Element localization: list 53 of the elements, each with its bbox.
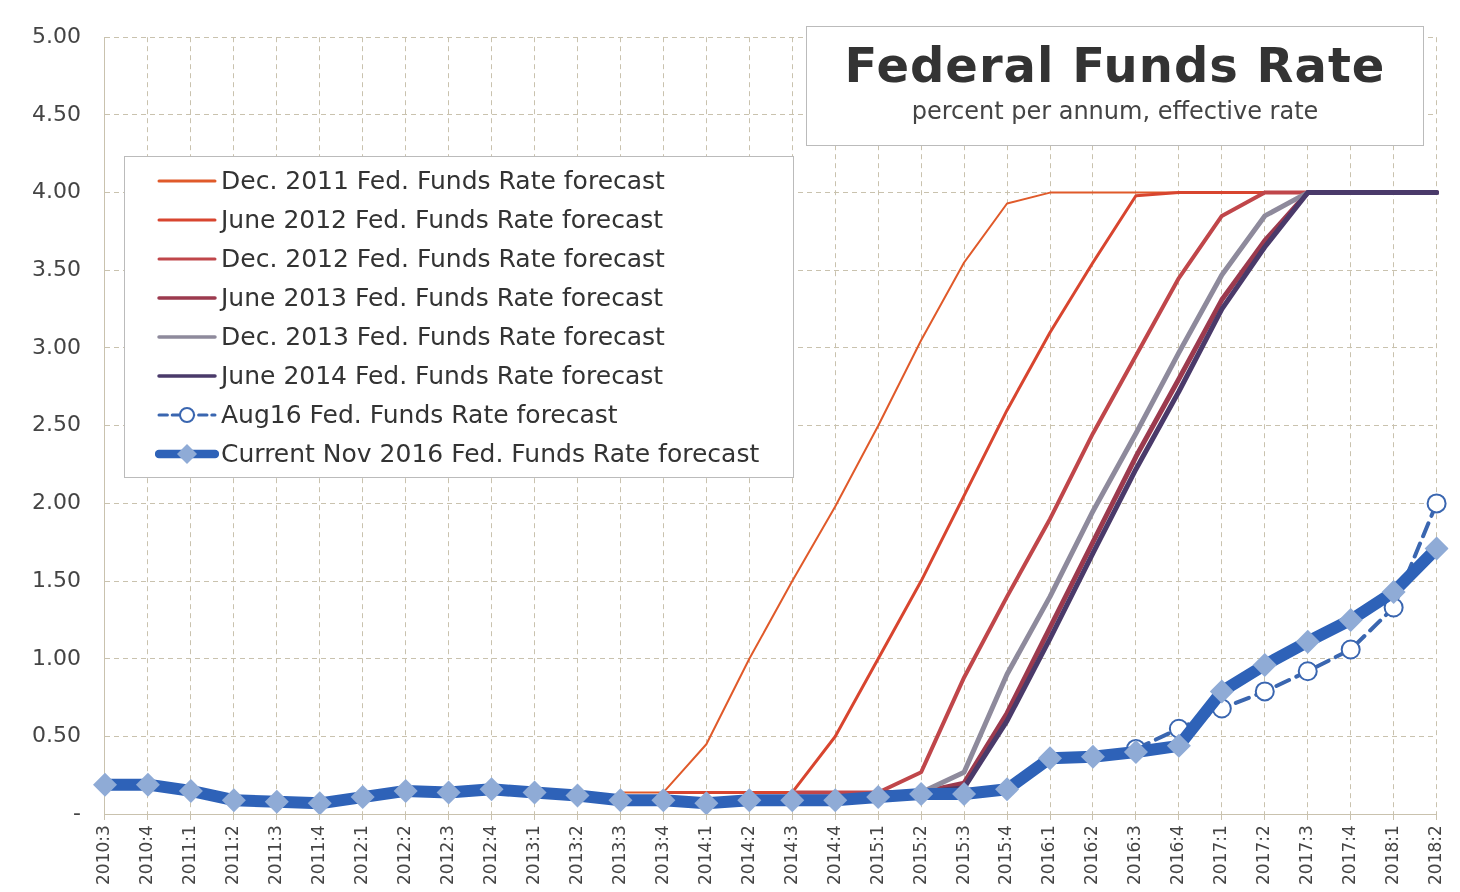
x-tick-label: 2010:3: [93, 825, 114, 886]
x-tick-label: 2013:2: [565, 825, 586, 886]
legend-label: June 2012 Fed. Funds Rate forecast: [221, 205, 664, 234]
y-tick-label: 2.00: [32, 489, 81, 515]
x-tick-label: 2010:4: [136, 825, 157, 886]
legend-label: June 2013 Fed. Funds Rate forecast: [221, 283, 664, 312]
chart-title: Federal Funds Rate: [843, 37, 1387, 93]
y-tick-label: 5.00: [32, 22, 81, 48]
legend-label: Current Nov 2016 Fed. Funds Rate forecast: [221, 439, 760, 468]
y-tick-label: 4.50: [32, 100, 81, 126]
x-tick-label: 2016:1: [1038, 825, 1059, 886]
x-tick-label: 2016:3: [1124, 825, 1145, 886]
x-tick-label: 2014:1: [694, 825, 715, 886]
x-tick-label: 2012:2: [394, 825, 415, 886]
x-tick-label: 2014:4: [823, 825, 844, 886]
x-tick-label: 2015:2: [909, 825, 930, 886]
x-tick-label: 2011:2: [222, 825, 243, 886]
x-tick-label: 2017:2: [1253, 825, 1274, 886]
x-tick-label: 2011:1: [179, 825, 200, 886]
x-tick-label: 2011:3: [265, 825, 286, 886]
y-tick-label: 3.50: [32, 256, 81, 282]
x-tick-label: 2014:2: [737, 825, 758, 886]
legend-label: Aug16 Fed. Funds Rate forecast: [221, 400, 618, 429]
y-tick-label: 1.00: [32, 644, 81, 670]
x-tick-label: 2014:3: [780, 825, 801, 886]
x-tick-label: 2011:4: [308, 825, 329, 886]
x-tick-label: 2017:4: [1339, 825, 1360, 886]
y-tick-label: -: [73, 799, 81, 825]
y-tick-label: 1.50: [32, 566, 81, 592]
x-tick-label: 2016:2: [1081, 825, 1102, 886]
x-tick-label: 2015:1: [866, 825, 887, 886]
x-tick-label: 2012:4: [480, 825, 500, 886]
x-tick-label: 2013:1: [522, 825, 543, 886]
legend-label: Dec. 2012 Fed. Funds Rate forecast: [221, 244, 665, 273]
y-tick-label: 3.00: [32, 333, 81, 359]
x-tick-label: 2013:4: [651, 825, 672, 886]
x-tick-label: 2015:4: [995, 825, 1016, 886]
y-tick-label: 4.00: [32, 178, 81, 204]
x-tick-label: 2017:3: [1296, 825, 1317, 886]
x-tick-label: 2018:2: [1425, 825, 1446, 886]
x-tick-label: 2018:1: [1382, 825, 1403, 886]
y-tick-label: 0.50: [32, 722, 81, 748]
x-tick-label: 2013:3: [608, 825, 629, 886]
y-tick-label: 2.50: [32, 411, 81, 437]
legend-label: Dec. 2011 Fed. Funds Rate forecast: [221, 166, 665, 195]
x-tick-label: 2017:1: [1210, 825, 1231, 886]
x-tick-label: 2015:3: [952, 825, 973, 886]
legend-label: Dec. 2013 Fed. Funds Rate forecast: [221, 322, 665, 351]
x-tick-label: 2016:4: [1167, 825, 1188, 886]
legend-label: June 2014 Fed. Funds Rate forecast: [221, 361, 664, 390]
text: percent per annum, effective rate: [910, 97, 1320, 125]
x-tick-label: 2012:1: [351, 825, 372, 886]
x-tick-label: 2012:3: [437, 825, 458, 886]
